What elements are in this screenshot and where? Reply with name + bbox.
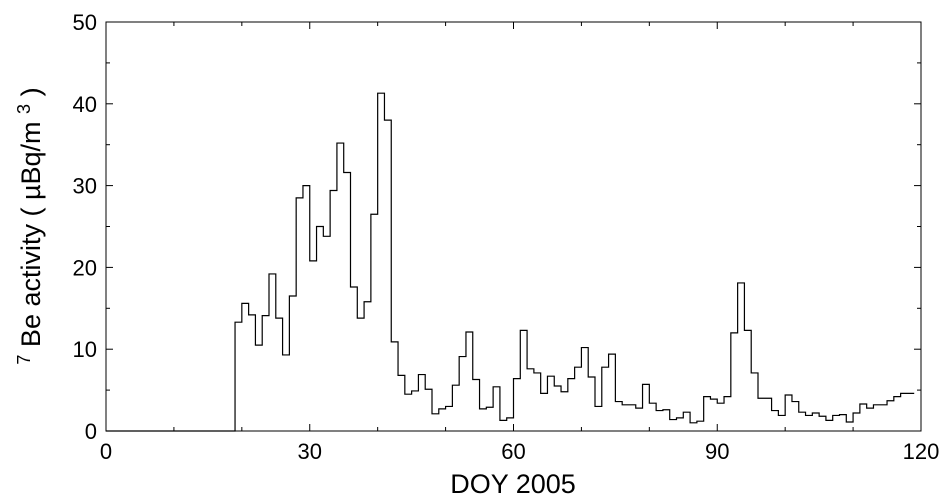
y-tick-label: 30	[73, 174, 97, 199]
x-tick-label: 30	[298, 439, 322, 464]
y-tick-label: 10	[73, 337, 97, 362]
x-tick-label: 0	[100, 439, 112, 464]
y-axis-title-close: )	[16, 87, 46, 96]
series-step-line	[106, 92, 915, 432]
x-axis-title: DOY 2005	[450, 469, 576, 497]
x-tick-label: 120	[903, 439, 940, 464]
tick-marks	[105, 21, 922, 432]
x-tick-label: 90	[705, 439, 729, 464]
y-tick-label: 0	[85, 419, 97, 444]
y-axis-title: 7 Be activity ( µBq/m 3 )	[6, 87, 46, 364]
y-tick-label: 50	[73, 10, 97, 35]
y-tick-labels: 0 10 20 30 40 50	[73, 10, 97, 444]
plot-frame	[105, 21, 922, 432]
x-tick-label: 60	[501, 439, 525, 464]
y-tick-label: 40	[73, 92, 97, 117]
y-axis-title-main: Be activity ( µBq/m	[16, 121, 46, 347]
y-axis-title-unit-superscript: 3	[14, 104, 34, 114]
y-axis-title-superscript: 7	[14, 355, 34, 365]
x-tick-labels: 0 30 60 90 120	[100, 439, 939, 464]
y-tick-label: 20	[73, 255, 97, 280]
